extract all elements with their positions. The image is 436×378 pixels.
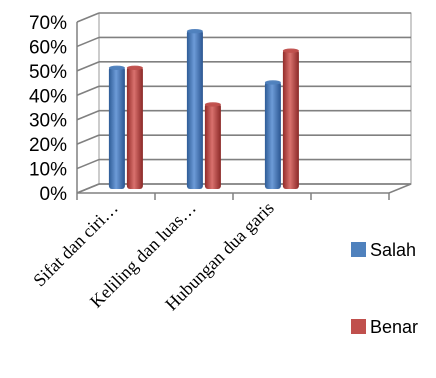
side-wall-gridline: [76, 134, 100, 145]
y-tick-label: 50%: [29, 62, 67, 83]
legend-item-benar: Benar: [351, 317, 418, 337]
bar-benar-2: [282, 48, 299, 189]
gridlines: [76, 12, 411, 194]
side-wall-gridline: [76, 85, 100, 97]
legend-label: Salah: [370, 240, 416, 260]
bar-salah-2: [264, 80, 281, 189]
bar-benar-1: [204, 102, 221, 189]
legend-swatch: [351, 319, 366, 334]
legend-swatch: [351, 242, 366, 257]
plot-frame: [98, 12, 412, 185]
side-wall-gridline: [76, 61, 100, 72]
y-tick-label: 0%: [40, 184, 68, 205]
bar-salah-0: [108, 65, 125, 189]
side-wall-gridline: [76, 36, 100, 48]
legend-label: Benar: [370, 317, 418, 337]
y-tick-label: 30%: [29, 111, 67, 132]
y-tick-label: 40%: [29, 86, 67, 107]
bar-salah-1: [186, 28, 203, 189]
side-wall-gridline: [76, 12, 100, 23]
x-axis-tick-labels: Sifat dan ciri…Keliling dan luas…Hubunga…: [29, 198, 278, 315]
side-wall-gridline: [76, 158, 100, 170]
legend-item-salah: Salah: [351, 240, 416, 260]
side-wall-gridline: [76, 109, 100, 121]
y-tick-label: 70%: [29, 13, 67, 34]
y-tick-label: 60%: [29, 37, 67, 58]
y-axis-tick-labels: 0% 10% 20% 30% 40% 50% 60% 70%: [29, 13, 67, 205]
bar-benar-0: [126, 65, 143, 189]
y-tick-label: 10%: [29, 160, 67, 181]
bars: [108, 28, 299, 189]
y-tick-label: 20%: [29, 135, 67, 156]
legend: Salah Benar: [351, 240, 418, 337]
axis-lines: [76, 22, 412, 200]
back-wall: [98, 12, 412, 185]
floor: [76, 183, 412, 194]
